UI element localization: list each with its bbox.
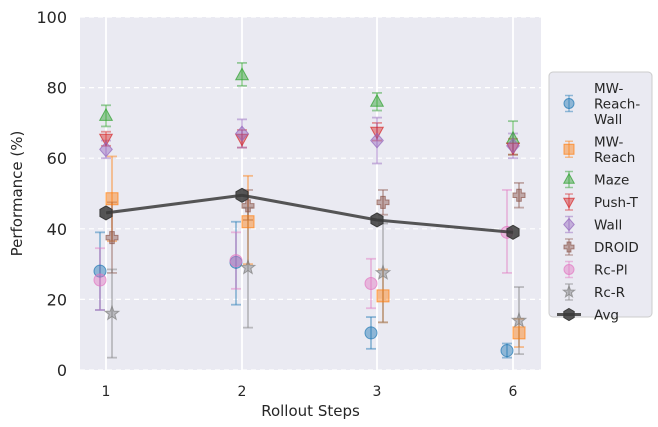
data-point — [512, 326, 526, 340]
data-point — [93, 273, 107, 287]
data-point — [364, 326, 378, 340]
data-point — [374, 264, 392, 280]
data-point — [105, 231, 119, 245]
legend-avg-marker — [563, 307, 575, 322]
data-point — [364, 277, 378, 291]
x-tick-label: 3 — [373, 384, 382, 400]
legend: MW-Reach-WallMW-ReachMazePush-TWallDROID… — [548, 71, 653, 324]
legend-label: Reach- — [594, 97, 640, 113]
data-point — [510, 311, 528, 328]
avg-line — [105, 193, 514, 234]
legend-label: Rc-Pl — [594, 263, 628, 279]
y-tick-label: 40 — [47, 220, 67, 239]
y-tick-label: 100 — [36, 8, 67, 27]
legend-label: Wall — [594, 218, 622, 234]
plot-background — [80, 17, 541, 370]
y-tick-label: 0 — [57, 361, 67, 380]
data-point — [103, 304, 121, 321]
legend-label: DROID — [594, 240, 639, 256]
data-point — [376, 195, 390, 209]
y-axis-ticks: 0 20 40 60 80 100 — [36, 8, 67, 380]
legend-box — [548, 71, 653, 318]
data-point — [369, 93, 385, 107]
legend-marker — [563, 217, 575, 232]
data-point — [93, 264, 107, 278]
legend-marker — [563, 241, 575, 253]
legend-label: Push-T — [594, 195, 639, 211]
y-axis-label: Performance (%) — [8, 131, 26, 257]
legend-label: Wall — [594, 112, 622, 128]
data-point — [98, 107, 114, 121]
data-point — [512, 188, 526, 202]
legend-marker — [562, 197, 576, 209]
x-axis-label: Rollout Steps — [261, 402, 360, 420]
data-point — [500, 344, 514, 358]
legend-marker — [562, 172, 576, 184]
legend-marker — [563, 264, 575, 275]
legend-label: Rc-R — [594, 285, 625, 301]
y-tick-label: 60 — [47, 149, 67, 168]
data-point — [239, 258, 257, 275]
data-point — [241, 215, 255, 229]
data-point — [506, 137, 520, 154]
x-tick-label: 2 — [238, 384, 247, 400]
data-point — [229, 254, 243, 268]
data-point — [370, 132, 384, 149]
legend-label: Reach — [594, 150, 635, 166]
data-point — [98, 133, 114, 147]
y-tick-label: 80 — [47, 79, 67, 98]
x-axis-ticks: 1 2 3 6 — [102, 384, 518, 400]
data-point — [241, 199, 255, 213]
data-point — [234, 67, 250, 81]
avg-point — [370, 212, 384, 228]
y-tick-label: 20 — [47, 290, 67, 309]
legend-marker — [563, 143, 575, 155]
avg-point — [99, 205, 113, 221]
legend-label: MW- — [594, 81, 623, 97]
legend-label: Avg — [594, 308, 619, 324]
data-point — [235, 125, 249, 142]
avg-point — [235, 187, 249, 203]
legend-marker — [563, 98, 575, 109]
avg-point — [506, 224, 520, 240]
data-point — [99, 141, 113, 158]
x-tick-label: 1 — [102, 384, 111, 400]
x-tick-label: 6 — [509, 384, 518, 400]
data-point — [105, 192, 119, 206]
legend-marker — [561, 284, 577, 299]
data-point — [376, 289, 390, 303]
average-line-group — [99, 187, 520, 240]
legend-label: Maze — [594, 173, 629, 189]
legend-label: MW- — [594, 135, 623, 151]
data-markers — [93, 67, 528, 358]
